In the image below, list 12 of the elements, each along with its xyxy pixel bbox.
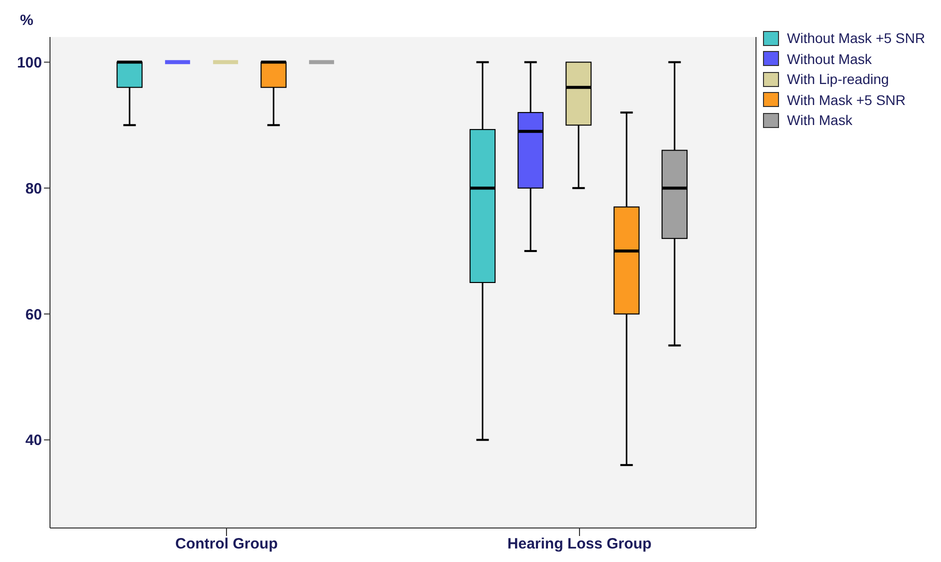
legend-label: Without Mask [787,50,872,67]
legend-label: With Mask [787,112,852,128]
y-tick-label: 100 [16,54,42,72]
y-tick-label: 60 [25,306,42,324]
y-tick-label: 80 [25,180,42,198]
x-tick-label: Control Group [175,536,278,553]
legend-label: Without Mask +5 SNR [787,30,926,46]
y-tick-label: 40 [25,432,42,450]
legend-label: With Lip-reading [787,71,889,88]
x-tick-label: Hearing Loss Group [507,536,652,553]
legend-label: With Mask +5 SNR [787,92,906,108]
y-axis-title: % [20,12,34,29]
